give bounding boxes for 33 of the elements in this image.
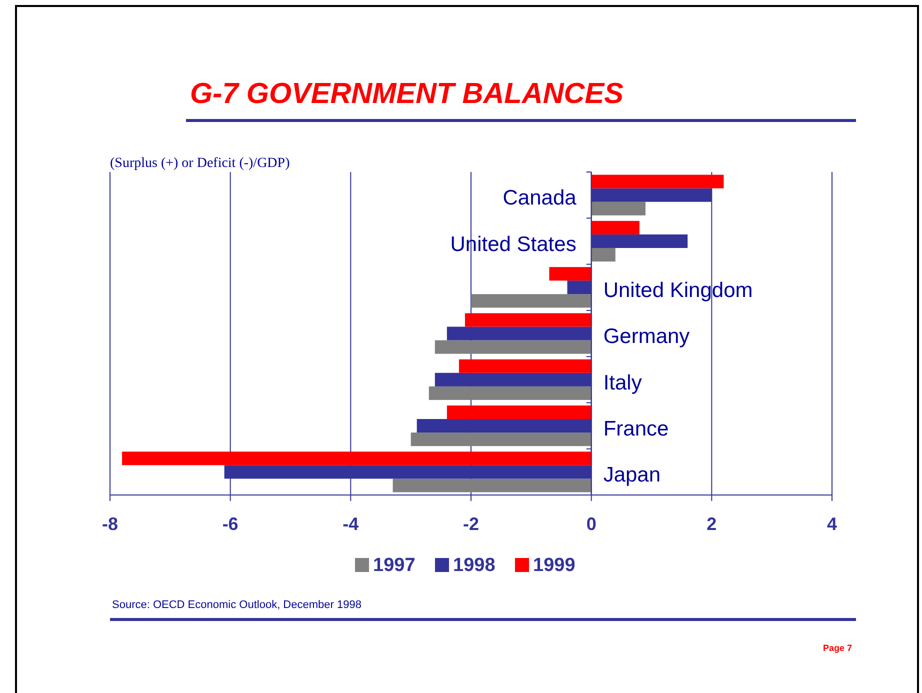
- bar: [122, 452, 592, 466]
- bar: [591, 202, 646, 216]
- bar: [464, 313, 592, 327]
- x-tick-label: -4: [342, 514, 359, 534]
- bar: [446, 405, 592, 420]
- y-tick-label: Germany: [603, 325, 690, 348]
- x-tick-label: -6: [222, 514, 238, 534]
- bar: [434, 340, 592, 354]
- y-tick-label: Canada: [502, 186, 577, 210]
- x-tick-label: 0: [586, 514, 596, 534]
- source-note: Source: OECD Economic Outlook, December 1998: [112, 599, 362, 611]
- text: Page 7: [822, 643, 852, 653]
- bar: [458, 359, 592, 373]
- x-tick-label: 4: [826, 514, 838, 534]
- legend-label: 1999: [533, 555, 576, 576]
- legend-label: 1997: [373, 555, 416, 576]
- bar: [428, 386, 592, 400]
- x-tick-label: 2: [706, 514, 717, 534]
- bar: [410, 432, 592, 446]
- bar: [591, 248, 616, 262]
- y-tick-label: Japan: [603, 464, 661, 487]
- legend-label: 1998: [453, 555, 496, 576]
- x-tick-label: -2: [462, 514, 480, 534]
- x-axis-title: (Surplus (+) or Deficit (-)/GDP): [110, 156, 290, 171]
- bar: [549, 267, 592, 281]
- x-tick-label: -8: [102, 514, 118, 534]
- bar: [392, 478, 592, 492]
- bar: [591, 174, 724, 188]
- y-tick-label: Italy: [603, 371, 642, 394]
- bar: [591, 220, 640, 234]
- y-tick-label: France: [603, 417, 669, 440]
- bar: [471, 294, 592, 308]
- chart-title: G-7 GOVERNMENT BALANCES: [190, 78, 624, 110]
